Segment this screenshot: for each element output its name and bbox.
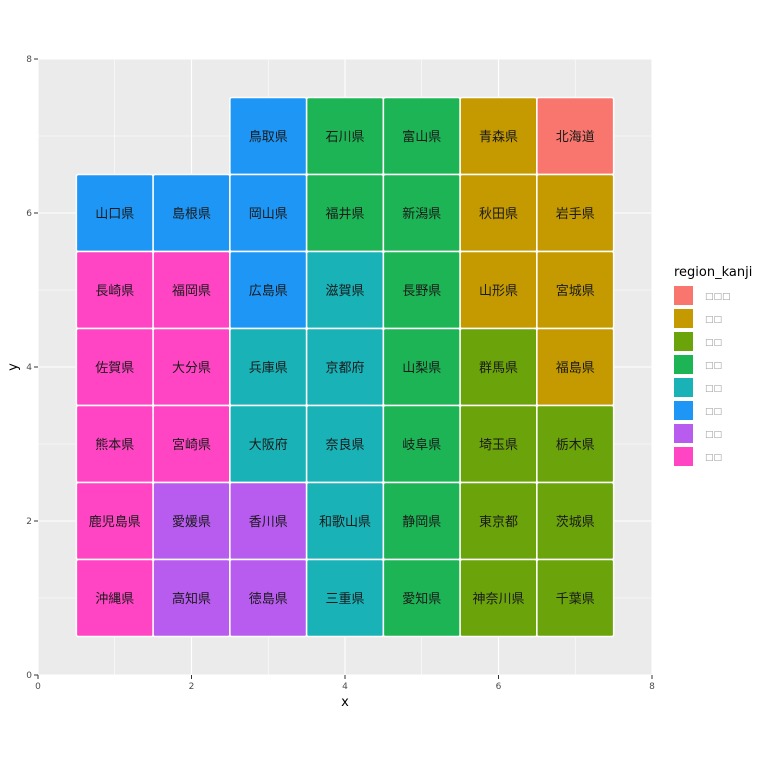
tile-label: 大分県 — [172, 361, 211, 376]
tile-label: 岐阜県 — [402, 437, 441, 453]
legend-key — [674, 378, 693, 397]
legend: region_kanji □□□□□□□□□□□□□□□□□ — [674, 265, 752, 466]
tile-label: 新潟県 — [402, 206, 441, 222]
tile-label: 愛知県 — [402, 591, 441, 607]
tile-label: 長崎県 — [95, 284, 134, 299]
legend-key — [674, 355, 693, 374]
x-tick-label: 2 — [189, 682, 195, 692]
legend-key — [674, 447, 693, 466]
tile-label: 青森県 — [479, 130, 518, 145]
y-tick-label: 2 — [26, 517, 32, 527]
y-axis-title: y — [6, 363, 21, 371]
tile-label: 神奈川県 — [472, 592, 524, 607]
tile-label: 静岡県 — [402, 515, 441, 530]
tile-label: 沖縄県 — [95, 592, 134, 607]
tile-label: 兵庫県 — [249, 361, 288, 376]
tile-label: 福井県 — [325, 207, 364, 222]
tile-label: 京都府 — [325, 361, 364, 376]
tile-label: 奈良県 — [325, 437, 364, 453]
x-tick-label: 4 — [342, 682, 348, 692]
tile-label: 宮城県 — [556, 283, 595, 299]
tile — [536, 558, 615, 638]
tile-label: 岩手県 — [556, 207, 595, 222]
tile-label: 山口県 — [95, 207, 134, 222]
tile-label: 大阪府 — [249, 438, 288, 453]
tile-label: 千葉県 — [556, 592, 595, 607]
legend-label: □□ — [705, 315, 722, 325]
tile-label: 香川県 — [249, 515, 288, 530]
tiles-layer: 鳥取県 石川県 富山県 青森県 北海道山口県 島根県 岡山県 福井県 新潟県 秋田県 岩手県長崎県福… — [75, 96, 615, 638]
tile-label: 愛媛県 — [172, 515, 211, 530]
legend-key — [674, 286, 693, 305]
tile-label: 徳島県 — [249, 592, 288, 607]
legend-label: □□ — [705, 338, 722, 348]
tile-label: 岡山県 — [249, 207, 288, 222]
tile-label: 和歌山県 — [319, 515, 371, 530]
x-tick-label: 6 — [496, 682, 502, 692]
x-axis-title: x — [341, 695, 349, 710]
axes-layer: 0 2 4 6 8 0 2 4 6 8 — [26, 55, 655, 692]
tile-label: 福岡県 — [172, 284, 211, 299]
tile-label: 山梨県 — [402, 361, 441, 376]
legend-title: region_kanji — [674, 265, 752, 280]
legend-label: □□ — [705, 361, 722, 371]
legend-label: □□ — [705, 384, 722, 394]
tile-label: 北海道 — [556, 130, 595, 145]
tile-label: 富山県 — [402, 129, 441, 145]
tile-label: 鹿児島県 — [89, 514, 141, 530]
legend-label: □□ — [705, 430, 722, 440]
y-tick-label: 8 — [26, 55, 32, 65]
tile-label: 滋賀県 — [325, 284, 364, 299]
tile-label: 三重県 — [325, 591, 364, 607]
tile-label: 島根県 — [172, 207, 211, 222]
tile-label: 埼玉県 — [479, 438, 518, 453]
tile-label: 秋田県 — [479, 207, 518, 222]
tile-label: 熊本県 — [95, 437, 134, 453]
x-tick-label: 0 — [35, 682, 41, 692]
tile-label: 群馬県 — [479, 361, 518, 376]
x-tick-label: 8 — [649, 682, 655, 692]
tile-label: 佐賀県 — [95, 361, 134, 376]
tile-label: 東京都 — [479, 514, 518, 530]
tile-label: 宮崎県 — [172, 437, 211, 453]
tile-label: 広島県 — [249, 284, 288, 299]
tile-label: 茨城県 — [556, 515, 595, 530]
tile-label: 鳥取県 — [249, 130, 288, 145]
tile-label: 石川県 — [325, 130, 364, 145]
tile-label: 栃木県 — [556, 438, 595, 453]
legend-label: □□ — [705, 407, 722, 417]
y-tick-label: 6 — [26, 209, 32, 219]
tile-label: 福島県 — [556, 361, 595, 376]
tile-label: 長野県 — [402, 284, 441, 299]
tile-label: 山形県 — [479, 284, 518, 299]
legend-label: □□ — [705, 453, 722, 463]
legend-key — [674, 332, 693, 351]
legend-key — [674, 424, 693, 443]
y-tick-label: 4 — [26, 363, 32, 373]
legend-key — [674, 401, 693, 420]
tile-label: 高知県 — [172, 591, 211, 607]
legend-label: □□□ — [705, 292, 731, 302]
legend-key — [674, 309, 693, 328]
y-tick-label: 0 — [26, 671, 32, 681]
